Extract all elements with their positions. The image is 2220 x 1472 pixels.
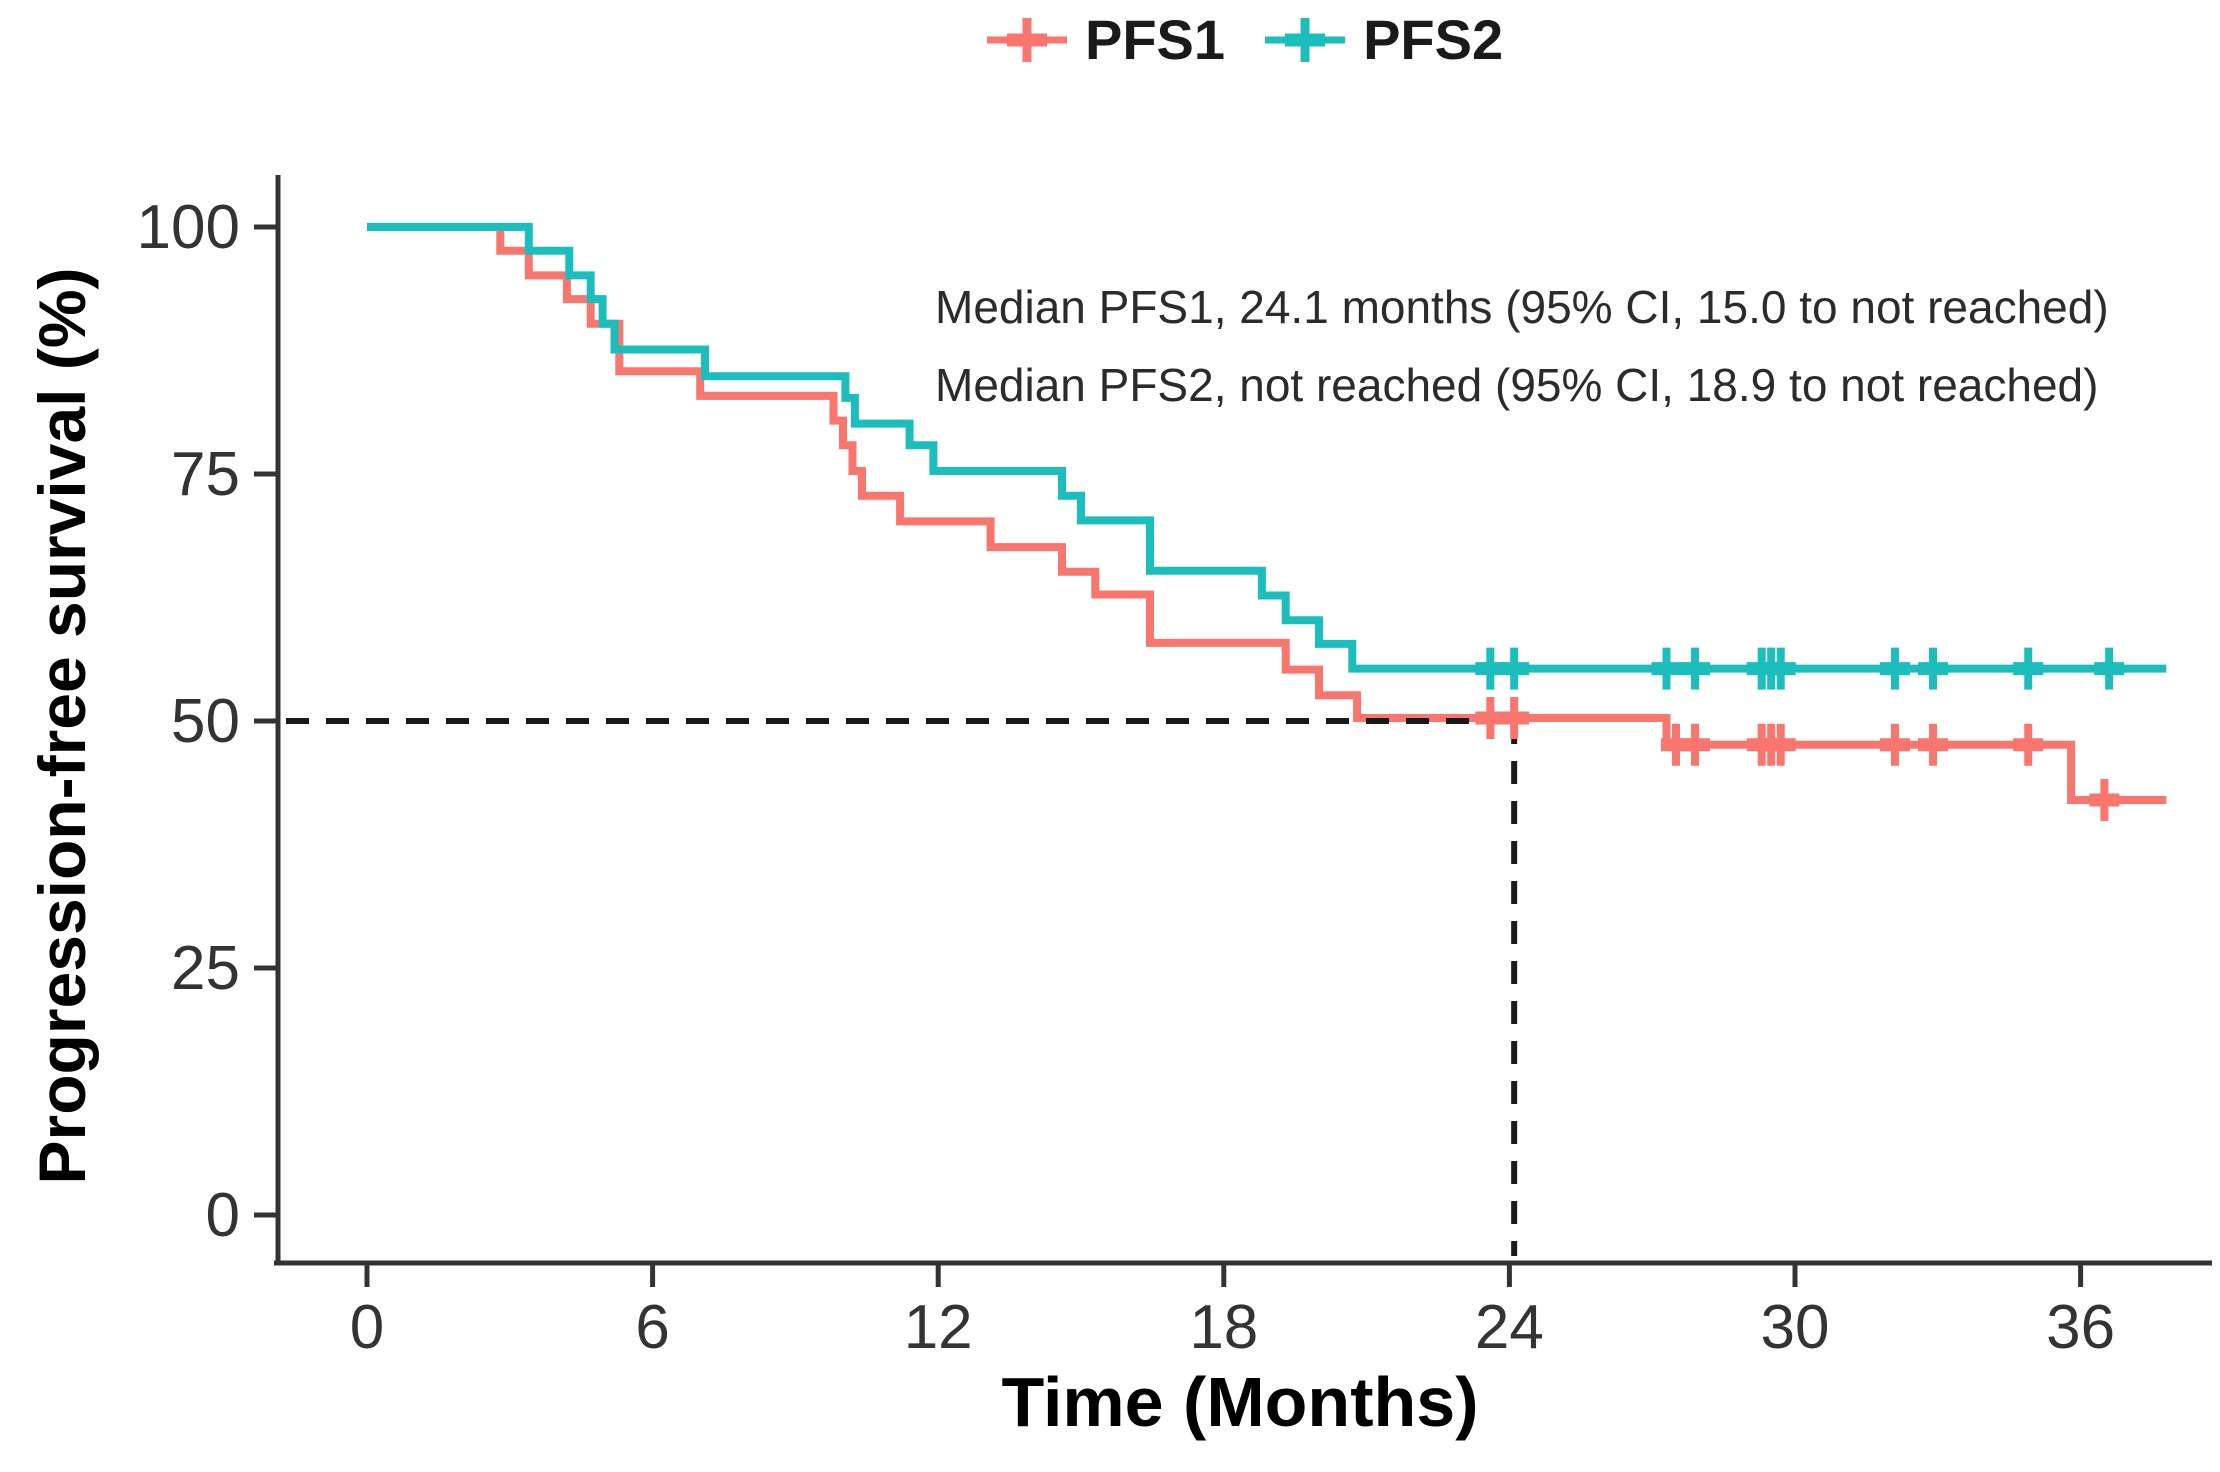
censor-marks-pfs1 (1475, 697, 2120, 822)
legend-label-pfs1: PFS1 (1085, 8, 1226, 71)
pfs1-censor-marker-icon (987, 18, 1067, 62)
x-axis-title: Time (Months) (1001, 1363, 1479, 1441)
y-tick-label: 75 (171, 440, 240, 509)
x-tick-label: 12 (904, 1293, 973, 1362)
legend: PFS1 PFS2 (985, 12, 1503, 68)
y-tick-label: 25 (171, 934, 240, 1003)
x-tick-label: 0 (350, 1293, 384, 1362)
legend-label-pfs2: PFS2 (1363, 8, 1504, 71)
x-tick-label: 24 (1475, 1293, 1544, 1362)
axis-ticks-and-labels: 0 25 50 75 100 0 6 12 18 24 30 36 (137, 193, 2116, 1362)
y-tick-label: 100 (137, 193, 240, 262)
legend-item-pfs1: PFS1 (985, 12, 1225, 68)
y-tick-label: 50 (171, 687, 240, 756)
median-pfs2-annotation: Median PFS2, not reached (95% CI, 18.9 t… (935, 359, 2099, 411)
x-tick-label: 30 (1761, 1293, 1830, 1362)
x-tick-label: 36 (2046, 1293, 2115, 1362)
y-tick-label: 0 (206, 1181, 240, 1250)
legend-item-pfs2: PFS2 (1263, 12, 1503, 68)
pfs2-censor-marker-icon (1265, 18, 1346, 62)
median-annotations: Median PFS1, 24.1 months (95% CI, 15.0 t… (935, 268, 2109, 424)
censor-marks-pfs2 (1475, 647, 2125, 690)
median-pfs1-annotation: Median PFS1, 24.1 months (95% CI, 15.0 t… (935, 281, 2109, 333)
km-curve-pfs2 (367, 223, 2167, 673)
x-tick-label: 18 (1189, 1293, 1258, 1362)
km-curve-pfs1 (367, 223, 2167, 804)
x-tick-label: 6 (635, 1293, 669, 1362)
